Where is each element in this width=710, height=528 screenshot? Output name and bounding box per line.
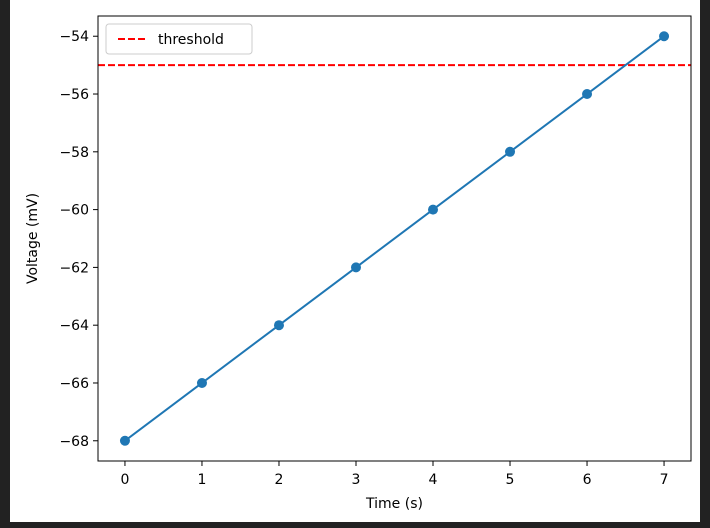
data-point [196, 377, 207, 388]
plot-content [98, 35, 691, 442]
legend-label-threshold: threshold [158, 32, 224, 48]
y-tick-label: −64 [59, 318, 89, 334]
x-tick-label: 3 [352, 472, 361, 488]
data-point [659, 31, 670, 42]
y-tick-label: −66 [59, 376, 89, 392]
chart-figure: threshold 0 1 2 3 4 5 6 7 −68 −66 −64 −62 −60 −58 −56 −… [10, 0, 700, 522]
y-tick-label: −54 [59, 29, 89, 45]
axes-frame [97, 15, 692, 462]
data-point [505, 146, 516, 157]
x-axis-label: Time (s) [365, 496, 423, 512]
x-tick-label: 6 [583, 472, 592, 488]
data-point [119, 435, 130, 446]
x-tick-label: 2 [275, 472, 284, 488]
data-point [350, 262, 361, 273]
x-tick-label: 1 [198, 472, 207, 488]
y-tick-label: −68 [59, 434, 89, 450]
x-tick-label: 4 [429, 472, 438, 488]
x-tick-label: 0 [120, 472, 129, 488]
data-point [273, 320, 284, 331]
data-point [428, 204, 439, 215]
data-point [582, 89, 593, 100]
y-tick-label: −58 [59, 145, 89, 161]
y-axis-label: Voltage (mV) [25, 193, 41, 284]
y-tick-label: −62 [59, 260, 89, 276]
y-tick-label: −60 [59, 203, 89, 219]
legend: threshold [105, 23, 253, 55]
series-line [124, 35, 665, 442]
axes: 0 1 2 3 4 5 6 7 −68 −66 −64 −62 −60 −58 −56 −54 [59, 15, 692, 488]
y-tick-label: −56 [59, 87, 89, 103]
plot-area [98, 31, 691, 446]
line-chart: threshold 0 1 2 3 4 5 6 7 −68 −66 −64 −62 −60 −58 −56 −… [25, 15, 692, 512]
x-tick-label: 7 [660, 472, 669, 488]
legend-box [105, 23, 253, 55]
x-tick-label: 5 [506, 472, 515, 488]
